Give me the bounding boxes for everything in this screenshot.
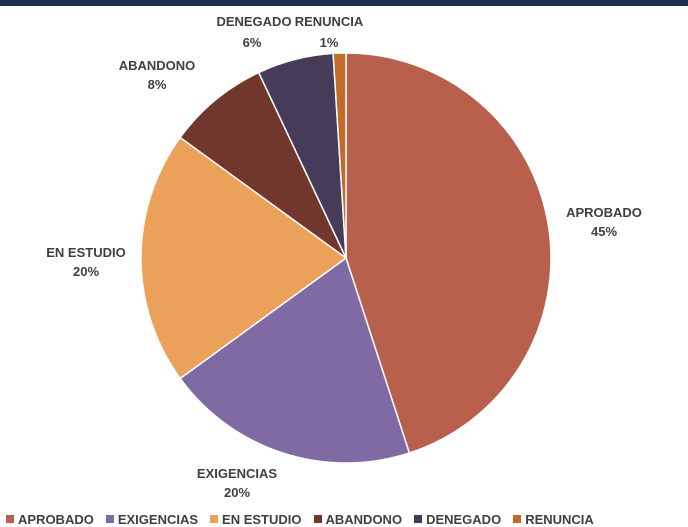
slice-label-renuncia: RENUNCIA	[295, 14, 364, 29]
slice-value-aprobado: 45%	[591, 224, 617, 239]
legend-swatch	[313, 515, 322, 523]
legend-item-abandono: ABANDONO	[313, 511, 403, 527]
legend-label: APROBADO	[18, 511, 94, 527]
slice-value-abandono: 8%	[148, 77, 167, 92]
legend-item-renuncia: RENUNCIA	[513, 512, 594, 527]
slice-value-denegado: 6%	[243, 35, 262, 50]
legend-item-en-estudio: EN ESTUDIO	[210, 511, 302, 527]
legend-swatch	[414, 515, 423, 523]
slice-label-exigencias: EXIGENCIAS	[197, 466, 278, 481]
legend-swatch	[6, 515, 14, 523]
legend-item-exigencias: EXIGENCIAS	[105, 511, 199, 527]
pie-slice-exigencias	[179, 256, 411, 464]
legend-label: EXIGENCIAS	[117, 511, 199, 527]
legend-item-denegado: DENEGADO	[414, 512, 501, 527]
legend-label: EN ESTUDIO	[222, 511, 302, 527]
legend-swatch	[105, 515, 114, 523]
slice-value-exigencias: 20%	[224, 485, 250, 500]
pie-slices	[140, 52, 552, 464]
slice-label-abandono: ABANDONO	[119, 58, 196, 73]
pie-slice-abandono	[179, 71, 347, 259]
pie-labels: APROBADO 45% EXIGENCIAS 20% EN ESTUDIO 2…	[46, 14, 642, 500]
legend-swatch	[513, 515, 522, 523]
legend-swatch	[210, 515, 219, 523]
legend-item-aprobado: APROBADO	[6, 512, 94, 527]
slice-label-en-estudio: EN ESTUDIO	[46, 245, 125, 260]
pie-slice-renuncia	[332, 52, 347, 259]
legend-label: DENEGADO	[426, 511, 502, 527]
slice-value-en-estudio: 20%	[73, 264, 99, 279]
slice-value-renuncia: 1%	[320, 35, 339, 50]
slice-label-denegado: DENEGADO	[216, 14, 291, 29]
top-bar	[0, 0, 688, 6]
chart-legend: APROBADO EXIGENCIAS EN ESTUDIO ABANDONO …	[6, 511, 688, 527]
pie-slice-aprobado	[345, 52, 552, 454]
legend-label: RENUNCIA	[525, 511, 594, 527]
slice-label-aprobado: APROBADO	[566, 205, 642, 220]
legend-label: ABANDONO	[325, 511, 403, 527]
pie-chart: APROBADO 45% EXIGENCIAS 20% EN ESTUDIO 2…	[46, 14, 642, 500]
pie-slice-en-estudio	[140, 136, 348, 380]
